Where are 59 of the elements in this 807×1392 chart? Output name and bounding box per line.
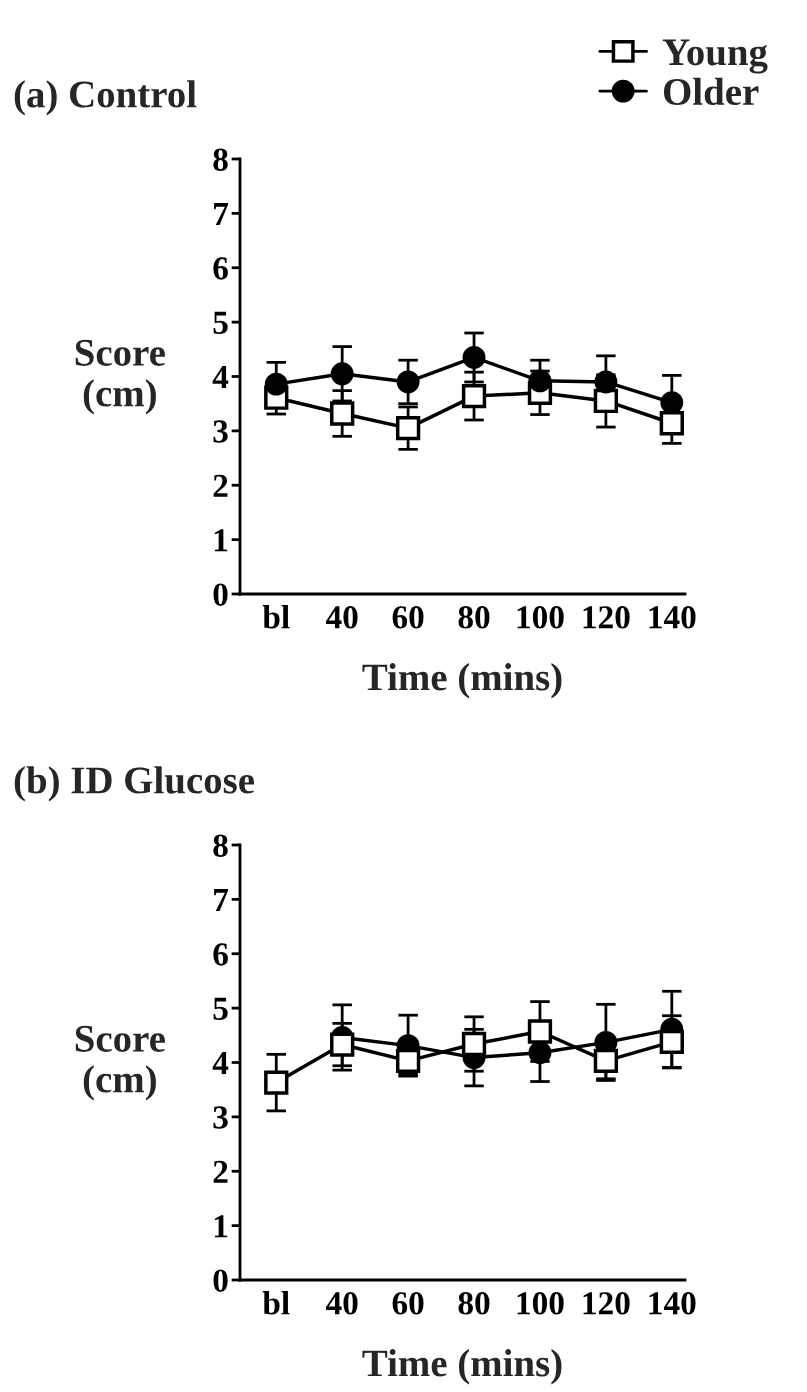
point xyxy=(461,1031,487,1057)
point xyxy=(528,369,552,393)
y-tick-label: 1 xyxy=(214,529,228,552)
legend-label: Older xyxy=(663,77,759,106)
x-tick-label: 40 xyxy=(325,1292,358,1315)
x-tick-label: 140 xyxy=(649,606,696,629)
x-tick-label: 100 xyxy=(517,1292,564,1315)
point xyxy=(330,401,355,426)
y-axis-title: Score (cm) xyxy=(75,1025,165,1101)
point xyxy=(659,411,684,436)
point xyxy=(330,1032,355,1057)
point xyxy=(528,1041,552,1065)
point xyxy=(330,362,354,386)
y-tick-label: 8 xyxy=(213,148,228,171)
y-tick-label: 6 xyxy=(213,257,228,280)
point xyxy=(462,346,486,369)
x-tick-label: 40 xyxy=(325,606,358,629)
x-tick-label: 60 xyxy=(392,606,424,629)
y-tick-label: 3 xyxy=(213,420,228,443)
y-tick-label: 7 xyxy=(214,889,229,911)
y-tick-label: 3 xyxy=(213,1106,228,1129)
y-tick-label: 8 xyxy=(213,834,228,857)
point xyxy=(594,370,618,394)
point xyxy=(461,383,487,409)
x-tick-label: 80 xyxy=(458,606,490,629)
x-tick-label: bl xyxy=(262,605,290,629)
y-tick-label: 7 xyxy=(214,203,229,225)
y-tick-label: 4 xyxy=(212,366,229,389)
legend-label: Young xyxy=(662,39,768,74)
x-tick-label: 140 xyxy=(649,1292,696,1315)
point xyxy=(396,370,420,394)
x-tick-label: 120 xyxy=(583,606,630,629)
point xyxy=(264,1070,289,1095)
y-tick-label: 0 xyxy=(213,1269,228,1292)
point xyxy=(659,1029,684,1054)
point xyxy=(593,1048,619,1074)
x-axis-title: Time (mins) xyxy=(362,663,562,699)
y-tick-label: 2 xyxy=(213,474,228,497)
chart-title: (b) ID Glucose xyxy=(14,766,255,802)
y-tick-label: 1 xyxy=(214,1215,228,1238)
point xyxy=(593,388,619,414)
x-tick-label: 120 xyxy=(583,1292,630,1315)
x-tick-label: 60 xyxy=(392,1292,424,1315)
point xyxy=(395,416,421,441)
chart-title: (a) Control xyxy=(14,80,197,116)
y-tick-label: 5 xyxy=(213,311,228,335)
x-tick-label: 100 xyxy=(517,606,564,629)
y-tick-label: 2 xyxy=(213,1160,228,1183)
x-tick-label: bl xyxy=(262,1291,290,1315)
y-tick-label: 4 xyxy=(212,1052,229,1075)
point xyxy=(264,372,288,396)
y-tick-label: 0 xyxy=(213,583,228,606)
x-tick-label: 80 xyxy=(458,1292,490,1315)
y-tick-label: 6 xyxy=(213,943,228,966)
point xyxy=(395,1048,421,1074)
point xyxy=(527,1019,553,1044)
y-tick-label: 5 xyxy=(213,997,228,1021)
x-axis-title: Time (mins) xyxy=(362,1349,562,1385)
y-axis-title: Score (cm) xyxy=(75,339,165,415)
